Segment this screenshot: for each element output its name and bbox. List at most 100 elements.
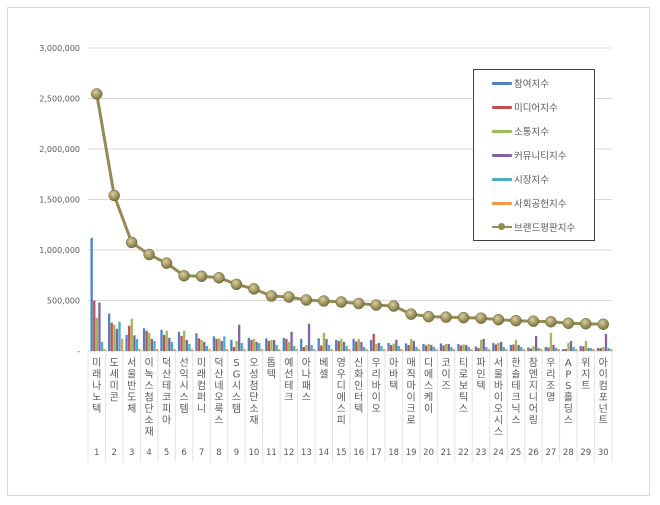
y-tick-label: 2,000,000: [39, 145, 80, 154]
bar: [442, 345, 445, 351]
bar: [317, 338, 320, 351]
x-rank-label: 27: [545, 448, 556, 458]
bar: [395, 339, 398, 351]
bar: [509, 344, 512, 351]
bar: [342, 341, 346, 351]
bar: [584, 340, 588, 351]
line-marker: [597, 318, 610, 330]
bar: [293, 345, 296, 351]
bar: [183, 330, 186, 351]
x-rank-label: 23: [476, 448, 487, 458]
x-rank-label: 22: [458, 448, 469, 458]
bar: [549, 332, 553, 351]
bar: [185, 339, 188, 351]
bar: [377, 342, 381, 351]
bar: [252, 338, 256, 351]
bar: [457, 343, 460, 351]
bar: [145, 330, 148, 351]
bar: [567, 342, 570, 351]
bar: [390, 344, 393, 351]
bar: [557, 348, 560, 351]
bar: [223, 336, 226, 351]
bar: [197, 338, 201, 351]
line-marker: [510, 314, 522, 327]
x-rank-label: 3: [129, 448, 134, 458]
x-rank-label: 20: [423, 448, 434, 458]
legend-item-brand-reputation: 브랜드평판지수: [492, 220, 575, 234]
line-marker: [387, 300, 400, 312]
legend-item-media: 미디어지수: [492, 100, 558, 114]
bar: [272, 339, 276, 351]
bar: [130, 318, 133, 351]
x-rank-label: 29: [580, 448, 591, 458]
bar: [128, 325, 131, 351]
bar: [180, 335, 183, 351]
bar: [352, 338, 355, 351]
x-rank-label: 30: [598, 448, 609, 458]
line-marker: [457, 311, 470, 324]
line-marker: [90, 88, 103, 100]
x-rank-label: 15: [336, 448, 347, 458]
bar: [604, 333, 608, 351]
y-tick-label: -: [77, 347, 80, 356]
line-marker: [143, 248, 155, 261]
line-marker: [580, 317, 592, 330]
bar: [238, 324, 241, 351]
bar: [340, 338, 343, 351]
bar: [512, 344, 515, 351]
x-rank-label: 28: [563, 448, 574, 458]
bar: [208, 348, 211, 351]
x-rank-label: 5: [164, 448, 169, 458]
bar: [322, 332, 326, 351]
x-rank-label: 16: [353, 448, 364, 458]
bar: [173, 348, 176, 351]
bar: [589, 347, 593, 351]
bar: [160, 329, 163, 351]
bar: [225, 348, 229, 351]
x-rank-label: 8: [216, 448, 221, 458]
bar: [582, 346, 585, 351]
bar: [569, 340, 573, 351]
bar: [327, 344, 331, 351]
x-rank-label: 1: [94, 448, 99, 458]
bar: [450, 346, 453, 351]
bar: [153, 340, 156, 351]
bar: [447, 343, 450, 351]
bar: [230, 339, 233, 351]
x-rank-label: 18: [388, 448, 399, 458]
line-marker: [108, 189, 120, 202]
bar: [345, 345, 348, 351]
bar: [195, 333, 198, 351]
legend-swatch-icon: [492, 153, 512, 157]
legend-label: 소통지수: [514, 127, 549, 138]
bar: [424, 345, 428, 351]
bar: [232, 346, 236, 351]
y-tick-label: 500,000: [47, 297, 80, 306]
bar: [497, 342, 500, 351]
bar: [295, 348, 298, 351]
bar: [98, 302, 101, 351]
bar: [365, 348, 368, 351]
bar: [467, 346, 470, 351]
bar: [335, 339, 338, 351]
bar: [357, 338, 360, 351]
y-tick-label: 3,000,000: [39, 44, 80, 53]
line-marker: [492, 313, 505, 326]
bar: [404, 343, 408, 351]
line-marker: [230, 278, 243, 291]
y-tick-label: 1,000,000: [39, 246, 80, 255]
x-axis: 미 래 나 노 텍 1 도 세 미 콘 2 서 울 반 도 체 3 이 녹 스 첨 단 소 재 4 덕 산 테 코 피 아 5 선 익 시 스 템 6 미 래…: [87, 351, 613, 462]
